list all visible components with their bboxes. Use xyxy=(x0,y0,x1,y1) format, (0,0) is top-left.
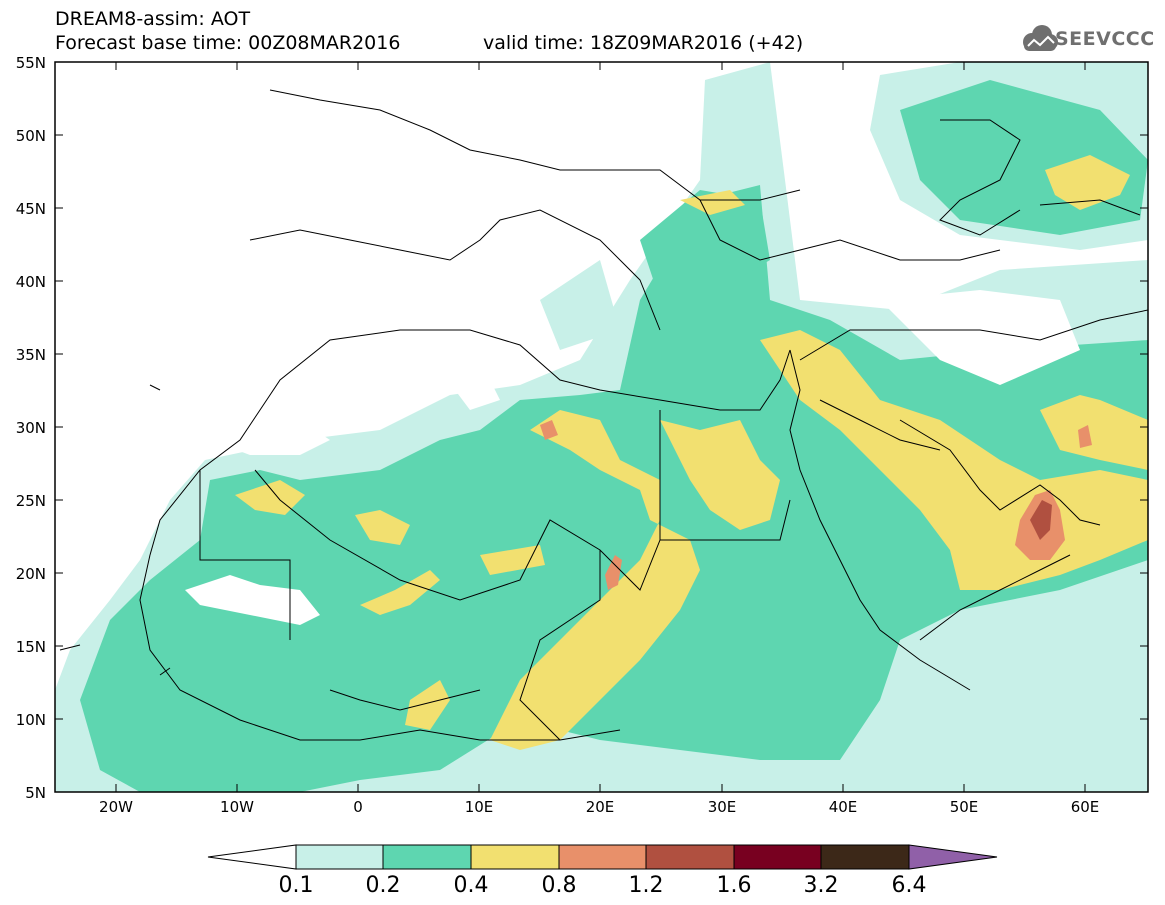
lon-label-40e: 40E xyxy=(828,798,858,816)
colorbar xyxy=(207,844,998,870)
colorbar-low-arrow xyxy=(207,844,297,870)
valid-time: valid time: 18Z09MAR2016 (+42) xyxy=(483,32,804,54)
lat-label-35n: 35N xyxy=(15,346,46,364)
coastlines xyxy=(59,89,1148,741)
colorbar-label-0: 0.1 xyxy=(278,873,314,898)
colorbar-label-6: 3.2 xyxy=(803,873,839,898)
lon-label-30e: 30E xyxy=(707,798,737,816)
lon-label-20w: 20W xyxy=(99,798,133,816)
tick-marks xyxy=(55,61,1148,792)
lat-label-30n: 30N xyxy=(15,419,46,437)
colorbar-label-3: 0.8 xyxy=(541,873,577,898)
colorbar-swatch-5 xyxy=(733,844,822,870)
lat-label-45n: 45N xyxy=(15,200,46,218)
lon-label-10e: 10E xyxy=(464,798,494,816)
lat-label-5n: 5N xyxy=(25,784,46,802)
map-title: DREAM8-assim: AOT xyxy=(55,8,251,30)
colorbar-swatch-4 xyxy=(645,844,735,870)
colorbar-swatch-3 xyxy=(558,844,647,870)
lon-label-60e: 60E xyxy=(1070,798,1100,816)
lat-label-25n: 25N xyxy=(15,492,46,510)
colorbar-label-4: 1.2 xyxy=(628,873,664,898)
colorbar-swatch-6 xyxy=(820,844,910,870)
lat-label-15n: 15N xyxy=(15,638,46,656)
seevccc-logo xyxy=(1023,25,1058,51)
lat-label-50n: 50N xyxy=(15,127,46,145)
colorbar-high-arrow xyxy=(908,844,998,870)
forecast-base-time: Forecast base time: 00Z08MAR2016 xyxy=(55,32,401,54)
colorbar-swatch-0 xyxy=(295,844,384,870)
colorbar-label-5: 1.6 xyxy=(716,873,752,898)
lon-label-10w: 10W xyxy=(220,798,254,816)
lon-label-20e: 20E xyxy=(585,798,615,816)
colorbar-label-2: 0.4 xyxy=(453,873,489,898)
logo-text: SEEVCCC xyxy=(1055,28,1155,50)
aot-field xyxy=(55,62,1148,792)
lat-label-55n: 55N xyxy=(15,54,46,72)
lat-label-40n: 40N xyxy=(15,273,46,291)
colorbar-label-7: 6.4 xyxy=(891,873,927,898)
colorbar-swatch-2 xyxy=(470,844,560,870)
lat-label-20n: 20N xyxy=(15,565,46,583)
lon-label-0: 0 xyxy=(353,798,363,816)
colorbar-swatch-1 xyxy=(382,844,472,870)
colorbar-label-1: 0.2 xyxy=(365,873,401,898)
lat-label-10n: 10N xyxy=(15,711,46,729)
lon-label-50e: 50E xyxy=(949,798,979,816)
